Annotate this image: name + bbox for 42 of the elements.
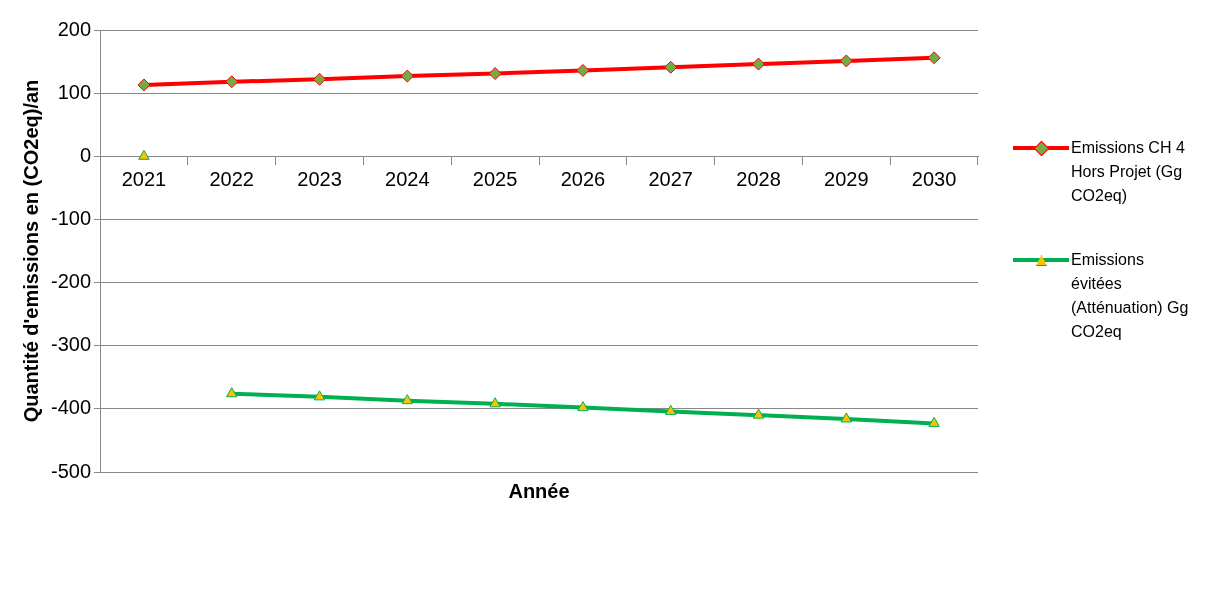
x-tick-label: 2027: [648, 167, 693, 190]
point: [225, 75, 239, 89]
point: [401, 394, 414, 405]
point: [665, 404, 677, 415]
y-tick-label: -300: [51, 333, 92, 356]
x-tick-label: 2030: [911, 167, 957, 190]
point: [138, 149, 150, 160]
y-tick-label: -100: [51, 206, 92, 229]
x-tick-label: 2024: [385, 167, 430, 190]
point: [752, 408, 765, 419]
point: [576, 63, 590, 77]
x-tick-label: 2023: [297, 167, 342, 190]
point: [839, 54, 853, 68]
point: [927, 51, 941, 65]
x-axis-title: Année: [508, 479, 570, 502]
y-tick-label: -200: [51, 270, 92, 293]
legend-label: Emissions évitées (Atténuation) Gg CO2eq: [1071, 250, 1189, 342]
y-tick-label: 100: [57, 80, 92, 103]
point: [840, 412, 852, 423]
point: [226, 387, 238, 398]
y-tick-label: -500: [51, 459, 92, 482]
point: [137, 78, 151, 92]
x-tick-label: 2029: [824, 167, 869, 190]
point: [664, 60, 678, 74]
y-tick-label: -400: [51, 396, 92, 419]
y-tick-label: 0: [79, 143, 92, 166]
point: [489, 397, 501, 408]
x-tick-label: 2022: [209, 167, 254, 190]
point: [752, 57, 766, 71]
x-tick-label: 2025: [472, 167, 518, 190]
point: [313, 390, 326, 401]
point: [313, 72, 327, 86]
y-tick-label: 200: [57, 17, 92, 40]
x-tick-label: 2021: [121, 167, 167, 190]
point: [577, 401, 589, 412]
point: [400, 69, 414, 83]
x-tick-label: 2026: [560, 167, 606, 190]
x-tick-label: 2028: [736, 167, 781, 190]
point: [488, 67, 502, 81]
legend-label: Emissions CH 4 Hors Projet (Gg CO2eq): [1071, 138, 1186, 206]
point: [928, 416, 940, 427]
y-axis-title: Quantité d'emissions en (CO2eq)/an: [19, 79, 42, 423]
